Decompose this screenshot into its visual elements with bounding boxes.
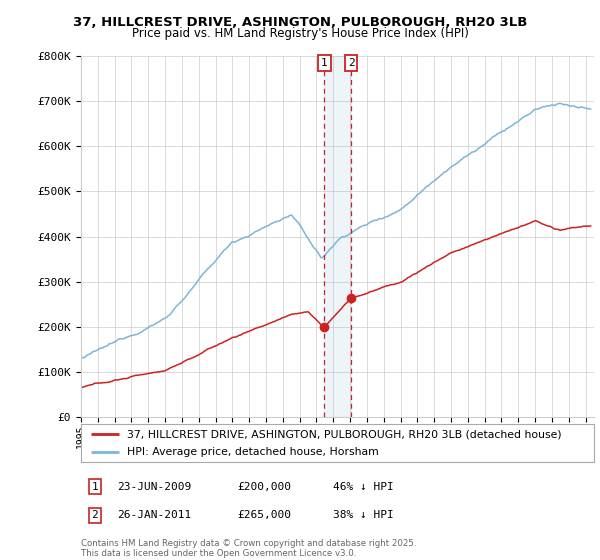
Text: 38% ↓ HPI: 38% ↓ HPI: [333, 510, 394, 520]
Text: HPI: Average price, detached house, Horsham: HPI: Average price, detached house, Hors…: [127, 447, 379, 457]
Text: 1: 1: [91, 482, 98, 492]
Text: 37, HILLCREST DRIVE, ASHINGTON, PULBOROUGH, RH20 3LB: 37, HILLCREST DRIVE, ASHINGTON, PULBOROU…: [73, 16, 527, 29]
Text: 2: 2: [348, 58, 355, 68]
Text: 26-JAN-2011: 26-JAN-2011: [117, 510, 191, 520]
Bar: [325, 56, 351, 417]
Text: 46% ↓ HPI: 46% ↓ HPI: [333, 482, 394, 492]
Text: £265,000: £265,000: [237, 510, 291, 520]
Text: 37, HILLCREST DRIVE, ASHINGTON, PULBOROUGH, RH20 3LB (detached house): 37, HILLCREST DRIVE, ASHINGTON, PULBOROU…: [127, 429, 562, 439]
Text: £200,000: £200,000: [237, 482, 291, 492]
Text: Price paid vs. HM Land Registry's House Price Index (HPI): Price paid vs. HM Land Registry's House …: [131, 27, 469, 40]
Text: Contains HM Land Registry data © Crown copyright and database right 2025.
This d: Contains HM Land Registry data © Crown c…: [81, 539, 416, 558]
Text: 2: 2: [91, 510, 98, 520]
Text: 23-JUN-2009: 23-JUN-2009: [117, 482, 191, 492]
Text: 1: 1: [321, 58, 328, 68]
